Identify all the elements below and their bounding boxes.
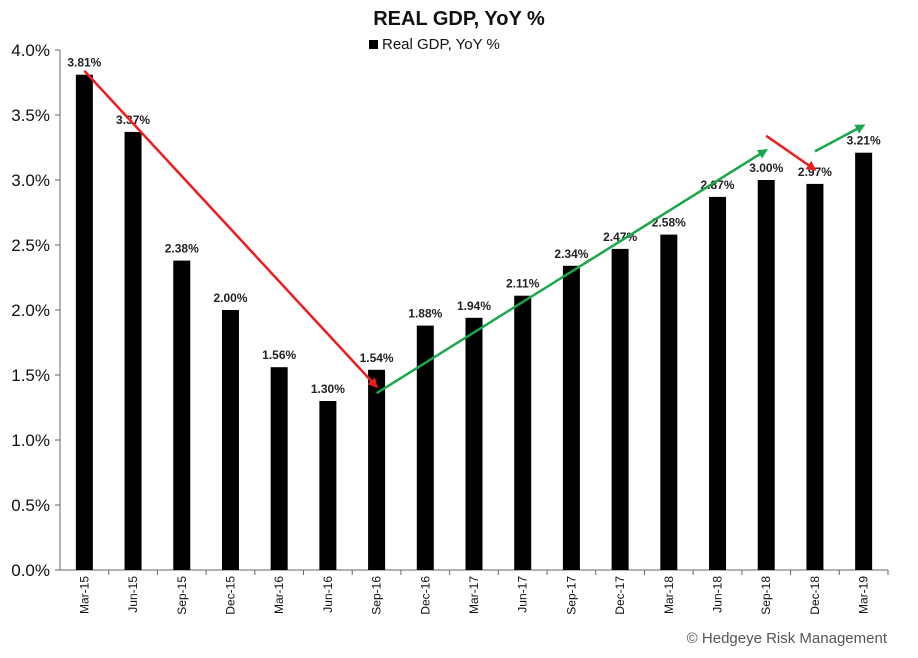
bar (514, 295, 532, 570)
x-tick-label: Mar-15 (77, 576, 91, 614)
bar (416, 325, 434, 570)
data-label: 1.56% (262, 348, 296, 362)
bar (757, 180, 775, 570)
legend-swatch (369, 40, 378, 49)
bar (319, 401, 337, 570)
data-label: 3.21% (847, 134, 881, 148)
data-label: 2.87% (701, 178, 735, 192)
x-tick-label: Mar-18 (662, 576, 676, 614)
bar (221, 310, 239, 570)
trend-arrows (83, 69, 866, 395)
y-tick-label: 1.0% (11, 431, 50, 450)
x-tick-label: Jun-16 (321, 576, 335, 613)
y-tick-label: 0.5% (11, 496, 50, 515)
x-tick-label: Mar-19 (857, 576, 871, 614)
bar (855, 152, 873, 570)
x-tick-label: Jun-18 (711, 576, 725, 613)
data-label: 2.47% (603, 230, 637, 244)
trend-arrow (83, 69, 378, 389)
x-tick-label: Dec-16 (418, 576, 432, 615)
bar (465, 317, 483, 570)
trend-arrow (375, 149, 768, 395)
x-tick-label: Sep-17 (564, 576, 578, 615)
chart-title: REAL GDP, YoY % (373, 8, 545, 30)
data-labels: 3.81% 3.37% 2.38% 2.00% 1.56% 1.30% 1.54% 1.88%… (67, 56, 881, 396)
trend-arrow (765, 134, 817, 171)
bar (75, 74, 93, 570)
data-label: 3.00% (749, 161, 783, 175)
y-tick-label: 4.0% (11, 41, 50, 60)
data-label: 2.34% (554, 247, 588, 261)
y-tick-label: 3.0% (11, 171, 50, 190)
bar (806, 183, 824, 570)
x-tick-label: Dec-18 (808, 576, 822, 615)
data-label: 1.94% (457, 299, 491, 313)
x-axis-ticks: Mar-15 Jun-15 Sep-15 Dec-15 Mar-16 Jun-16 Sep-… (77, 570, 889, 615)
data-label: 1.88% (408, 307, 442, 321)
x-tick-label: Sep-16 (370, 576, 384, 615)
data-label: 1.54% (360, 351, 394, 365)
data-label: 1.30% (311, 382, 345, 396)
x-tick-label: Dec-15 (223, 576, 237, 615)
data-label: 2.38% (165, 242, 199, 256)
bar (368, 369, 386, 570)
x-tick-label: Dec-17 (613, 576, 627, 615)
x-tick-label: Jun-17 (516, 576, 530, 613)
bars (75, 74, 873, 570)
y-tick-label: 0.0% (11, 561, 50, 580)
data-label: 2.00% (213, 291, 247, 305)
x-tick-label: Mar-17 (467, 576, 481, 614)
bar (611, 248, 629, 570)
data-label: 2.58% (652, 216, 686, 230)
x-tick-label: Sep-15 (175, 576, 189, 615)
bar (709, 196, 727, 570)
bar (173, 260, 191, 570)
bar (270, 367, 288, 570)
data-label: 2.97% (798, 165, 832, 179)
x-tick-label: Jun-15 (126, 576, 140, 613)
y-tick-label: 2.0% (11, 301, 50, 320)
y-tick-label: 3.5% (11, 106, 50, 125)
bar (562, 265, 580, 570)
y-axis-ticks: 0.0% 0.5% 1.0% 1.5% 2.0% 2.5% 3.0% 3.5% 4.0% (11, 41, 60, 580)
y-tick-label: 2.5% (11, 236, 50, 255)
credit-text: © Hedgeye Risk Management (687, 630, 888, 647)
legend-label: Real GDP, YoY % (382, 36, 500, 53)
bar (124, 131, 142, 570)
y-tick-label: 1.5% (11, 366, 50, 385)
trend-arrow (814, 124, 866, 153)
bar (660, 234, 678, 570)
data-label: 3.81% (67, 56, 101, 70)
legend: Real GDP, YoY % (369, 36, 500, 53)
data-label: 3.37% (116, 113, 150, 127)
data-label: 2.11% (506, 277, 540, 291)
x-tick-label: Mar-16 (272, 576, 286, 614)
x-tick-label: Sep-18 (759, 576, 773, 615)
